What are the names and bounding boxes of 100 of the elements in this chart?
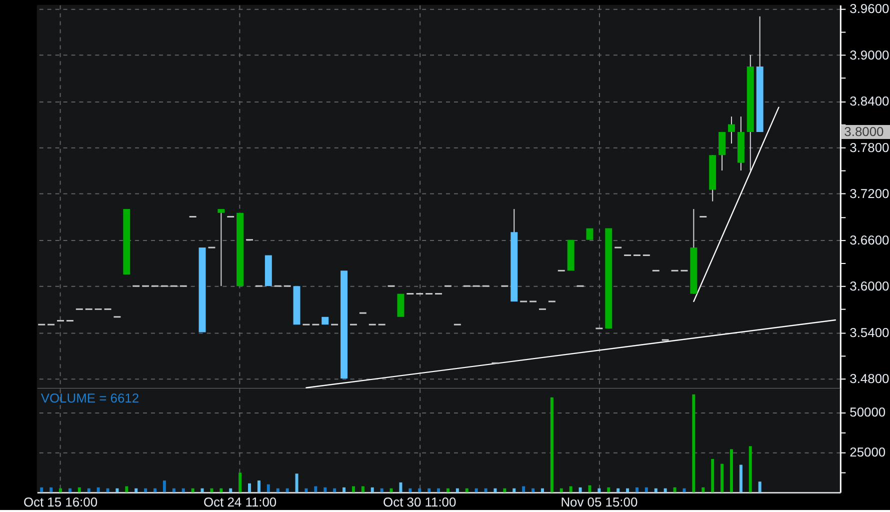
bar — [730, 449, 733, 492]
bar — [465, 488, 468, 492]
x-tick-label: Oct 24 11:00 — [204, 494, 277, 510]
candlestick — [567, 240, 574, 271]
candlestick — [605, 228, 612, 328]
bar — [418, 488, 422, 492]
bar — [390, 488, 393, 492]
bar — [229, 488, 232, 492]
bar — [635, 487, 638, 492]
bar — [162, 480, 166, 492]
bar — [191, 488, 194, 492]
candlestick — [340, 270, 348, 379]
candlestick — [218, 208, 225, 287]
candlestick — [293, 286, 300, 325]
bar — [644, 487, 648, 492]
bar — [739, 464, 742, 492]
candlestick — [322, 316, 329, 325]
x-tick-label: Oct 15 16:00 — [23, 494, 98, 510]
bar — [96, 487, 100, 492]
bar — [758, 482, 762, 492]
y-tick-label: 3.6000 — [850, 278, 890, 294]
bar — [286, 488, 289, 492]
bar — [399, 482, 402, 492]
bar — [664, 488, 667, 492]
text: 3.8000 — [844, 124, 884, 139]
y-tick-label: 50000 — [850, 404, 886, 420]
bar — [748, 446, 752, 492]
bar — [512, 488, 516, 492]
bar — [125, 486, 128, 492]
bar — [560, 488, 563, 492]
bar — [295, 474, 298, 492]
bar — [370, 487, 374, 492]
bar — [503, 488, 506, 492]
bar — [78, 487, 81, 492]
bar — [314, 486, 318, 492]
bar — [59, 488, 62, 492]
bar — [720, 464, 724, 492]
candlestick — [586, 228, 594, 240]
bar — [134, 488, 138, 492]
bar — [598, 488, 601, 492]
bar — [550, 397, 554, 492]
candlestick — [718, 131, 726, 171]
bar — [68, 488, 72, 492]
bar — [607, 487, 610, 492]
bar — [154, 488, 156, 492]
bar — [304, 488, 308, 492]
candlestick — [397, 294, 404, 317]
bar — [144, 488, 148, 492]
bar — [333, 488, 336, 492]
bar — [446, 488, 450, 492]
y-tick-label: 3.7800 — [850, 140, 890, 155]
bar — [172, 488, 176, 492]
x-tick-label: Oct 30 11:00 — [383, 494, 456, 510]
bar — [342, 487, 346, 492]
bar — [532, 488, 535, 492]
bar — [494, 488, 497, 492]
bar — [626, 488, 630, 492]
bar — [87, 488, 90, 492]
bar — [484, 488, 488, 492]
bar — [380, 488, 384, 492]
bar — [361, 486, 364, 492]
y-tick-label: 3.8400 — [850, 94, 890, 109]
bar — [257, 480, 260, 492]
y-tick-label: 25000 — [850, 444, 886, 460]
bar — [474, 488, 478, 492]
bar — [578, 487, 582, 492]
bar — [210, 488, 214, 492]
bar — [324, 487, 327, 492]
bar — [540, 488, 544, 492]
candlestick — [198, 248, 206, 332]
bar — [456, 488, 459, 492]
candlestick — [236, 212, 244, 286]
bar — [588, 485, 592, 492]
bar — [116, 488, 119, 492]
bar — [437, 488, 440, 492]
y-tick-label: 3.9600 — [850, 1, 890, 16]
y-tick-label: 3.4800 — [850, 371, 890, 386]
bar — [522, 486, 526, 492]
bar — [408, 488, 412, 492]
bar — [182, 488, 185, 492]
bar — [276, 488, 280, 492]
bar — [428, 488, 431, 492]
bar — [569, 486, 572, 492]
y-tick-label: 3.6600 — [850, 232, 890, 248]
x-tick-label: Nov 05 15:00 — [560, 494, 638, 510]
y-tick-label: 3.5400 — [850, 324, 890, 340]
candlestick — [728, 116, 735, 144]
bar — [702, 487, 705, 492]
candlestick — [123, 209, 130, 275]
bar — [682, 488, 686, 492]
bar — [692, 394, 696, 492]
bar — [220, 488, 223, 492]
y-tick-label: 3.7200 — [850, 186, 890, 202]
bar — [352, 486, 355, 492]
bar — [40, 487, 44, 492]
bar — [50, 487, 53, 492]
bar — [654, 488, 658, 492]
bar — [238, 472, 242, 492]
y-tick-label: 3.9000 — [850, 47, 890, 62]
bar — [616, 488, 620, 492]
